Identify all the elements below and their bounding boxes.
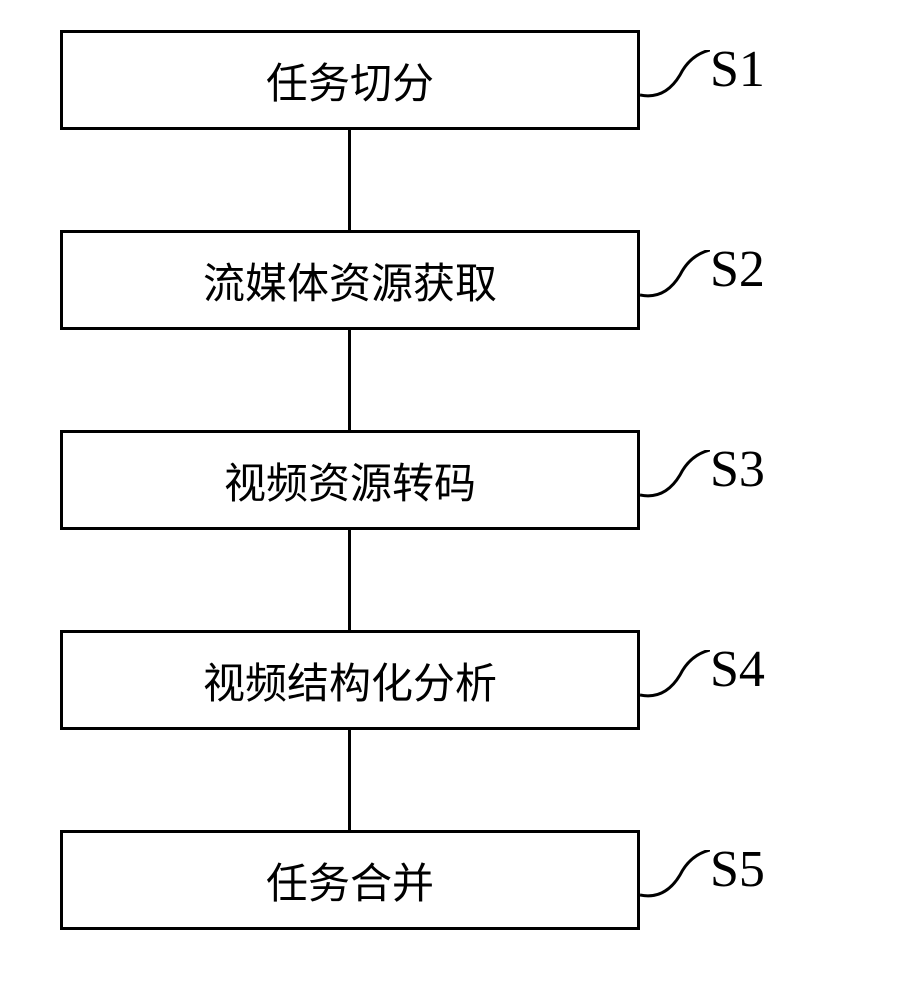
step-id-s1: S1 (710, 40, 765, 99)
curve-connector-s5 (640, 850, 710, 900)
connector-4-5 (348, 730, 351, 830)
curve-connector-s2 (640, 250, 710, 300)
step-label-s5: 任务合并 (266, 850, 434, 911)
step-label-s1: 任务切分 (266, 50, 434, 111)
step-label-s4: 视频结构化分析 (203, 650, 497, 711)
step-box-s2: 流媒体资源获取 (60, 230, 640, 330)
connector-2-3 (348, 330, 351, 430)
step-box-s3: 视频资源转码 (60, 430, 640, 530)
curve-connector-s4 (640, 650, 710, 700)
step-label-s2: 流媒体资源获取 (203, 250, 497, 311)
step-box-s5: 任务合并 (60, 830, 640, 930)
curve-connector-s1 (640, 50, 710, 100)
step-box-s4: 视频结构化分析 (60, 630, 640, 730)
curve-connector-s3 (640, 450, 710, 500)
step-id-s2: S2 (710, 240, 765, 299)
connector-1-2 (348, 130, 351, 230)
step-id-s4: S4 (710, 640, 765, 699)
step-label-s3: 视频资源转码 (224, 450, 476, 511)
step-box-s1: 任务切分 (60, 30, 640, 130)
connector-3-4 (348, 530, 351, 630)
step-id-s5: S5 (710, 840, 765, 899)
step-id-s3: S3 (710, 440, 765, 499)
